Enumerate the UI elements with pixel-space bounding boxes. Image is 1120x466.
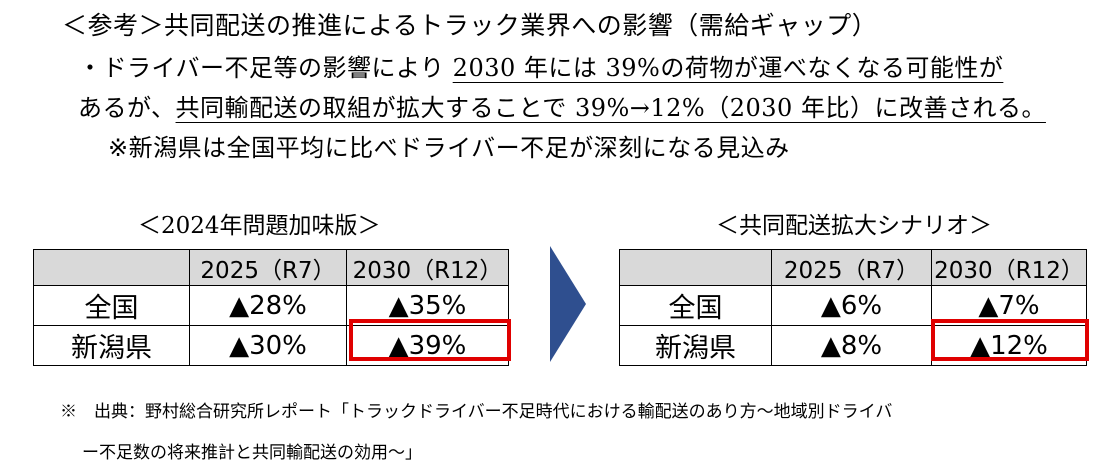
highlight-box-left bbox=[349, 319, 511, 361]
table-row: 新潟県 ▲30% ▲39% bbox=[33, 325, 509, 366]
value-cell: ▲30% bbox=[189, 325, 347, 366]
header-2030: 2030（R12） bbox=[346, 249, 509, 286]
header-2025: 2025（R7） bbox=[771, 249, 932, 286]
body-line-1-text: ・ドライバー不足等の影響により bbox=[78, 54, 453, 82]
body-line-2: あるが、共同輸配送の取組が拡大することで 39%→12%（2030 年比）に改善… bbox=[78, 88, 1046, 123]
body-line-1-emphasis: 2030 年には 39%の荷物が運べなくなる可能性が bbox=[452, 54, 1004, 82]
row-label-niigata: 新潟県 bbox=[33, 325, 190, 366]
left-table-caption: ＜2024年問題加味版＞ bbox=[138, 213, 381, 239]
right-table-caption: ＜共同配送拡大シナリオ＞ bbox=[716, 213, 992, 239]
header-corner-cell bbox=[33, 249, 190, 286]
row-label-national: 全国 bbox=[619, 285, 772, 326]
header-2025: 2025（R7） bbox=[189, 249, 347, 286]
body-note-niigata: ※新潟県は全国平均に比べドライバー不足が深刻になる見込み bbox=[108, 134, 790, 162]
header-corner-cell bbox=[619, 249, 772, 286]
chevron-right-arrow-icon bbox=[550, 246, 586, 362]
body-line-1: ・ドライバー不足等の影響により 2030 年には 39%の荷物が運べなくなる可能… bbox=[78, 48, 1003, 83]
row-label-niigata: 新潟県 bbox=[619, 325, 772, 366]
table-header-row: 2025（R7） 2030（R12） bbox=[619, 249, 1087, 286]
value-cell: ▲6% bbox=[771, 285, 932, 326]
page-title: ＜参考＞共同配送の推進によるトラック業界への影響（需給ギャップ） bbox=[62, 11, 878, 40]
body-line-2-emphasis: 共同輸配送の取組が拡大することで 39%→12%（2030 年比）に改善される。 bbox=[175, 94, 1046, 122]
body-line-2-text: あるが、 bbox=[78, 94, 176, 122]
source-note-line-1: ※ 出典：野村総合研究所レポート「トラックドライバー不足時代における輸配送のあり… bbox=[60, 402, 893, 422]
row-label-national: 全国 bbox=[33, 285, 190, 326]
header-2030: 2030（R12） bbox=[931, 249, 1087, 286]
table-header-row: 2025（R7） 2030（R12） bbox=[33, 249, 509, 286]
source-note-line-2: ー不足数の将来推計と共同輸配送の効用～」 bbox=[82, 443, 422, 463]
value-cell: ▲8% bbox=[771, 325, 932, 366]
highlight-box-right bbox=[931, 319, 1089, 361]
table-row: 全国 ▲6% ▲7% bbox=[619, 285, 1087, 326]
value-cell: ▲28% bbox=[189, 285, 347, 326]
